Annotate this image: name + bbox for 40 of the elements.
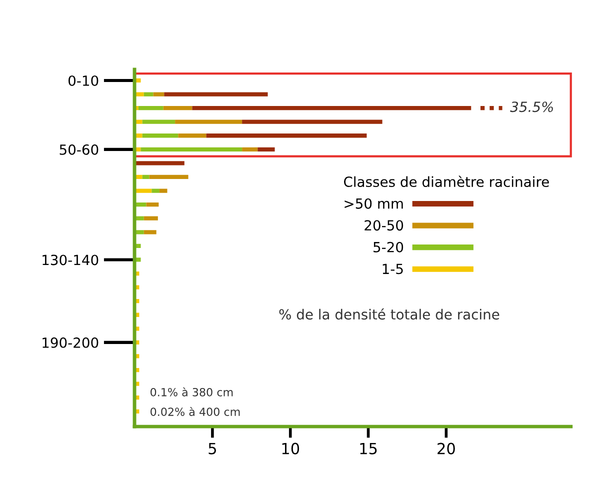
x-axis-title: % de la densité totale de racine [279, 308, 500, 320]
bar [149, 174, 188, 180]
y-tick-label: 0-10 [68, 75, 98, 86]
x-tick-label: 20 [438, 442, 455, 454]
bar [178, 134, 206, 138]
legend-label: >50 mm [344, 198, 403, 209]
bar [242, 120, 382, 124]
legend-title: Classes de diamètre racinaire [344, 176, 549, 188]
annotation: 0.1% à 380 cm [150, 387, 233, 396]
bar [142, 174, 150, 180]
legend-label: 5-20 [374, 242, 404, 252]
bar [159, 188, 168, 193]
bar [175, 120, 242, 124]
bar [146, 202, 159, 207]
bar [142, 134, 178, 138]
bar [140, 147, 242, 152]
y-tick-label: 130-140 [42, 254, 98, 266]
bar [142, 120, 176, 124]
bar [138, 106, 164, 110]
bar [192, 106, 472, 110]
bar [206, 134, 367, 138]
bar [144, 216, 158, 220]
bar [144, 230, 156, 234]
bar [258, 147, 275, 152]
bar [164, 92, 268, 96]
annotation: 0.02% à 400 cm [150, 406, 240, 416]
x-tick-label: 5 [208, 443, 216, 454]
bar [144, 92, 154, 96]
bar [242, 147, 258, 152]
bar [152, 188, 160, 193]
annotation: 35.5% [510, 102, 553, 112]
bar [134, 161, 184, 166]
y-tick-label: 50-60 [60, 144, 98, 155]
bar [163, 106, 192, 110]
x-tick-label: 15 [360, 443, 377, 454]
bar [153, 92, 164, 96]
x-tick-label: 10 [282, 442, 300, 454]
y-tick-label: 190-200 [42, 337, 98, 348]
legend-label: 1-5 [382, 264, 403, 274]
legend-label: 20-50 [364, 220, 404, 231]
